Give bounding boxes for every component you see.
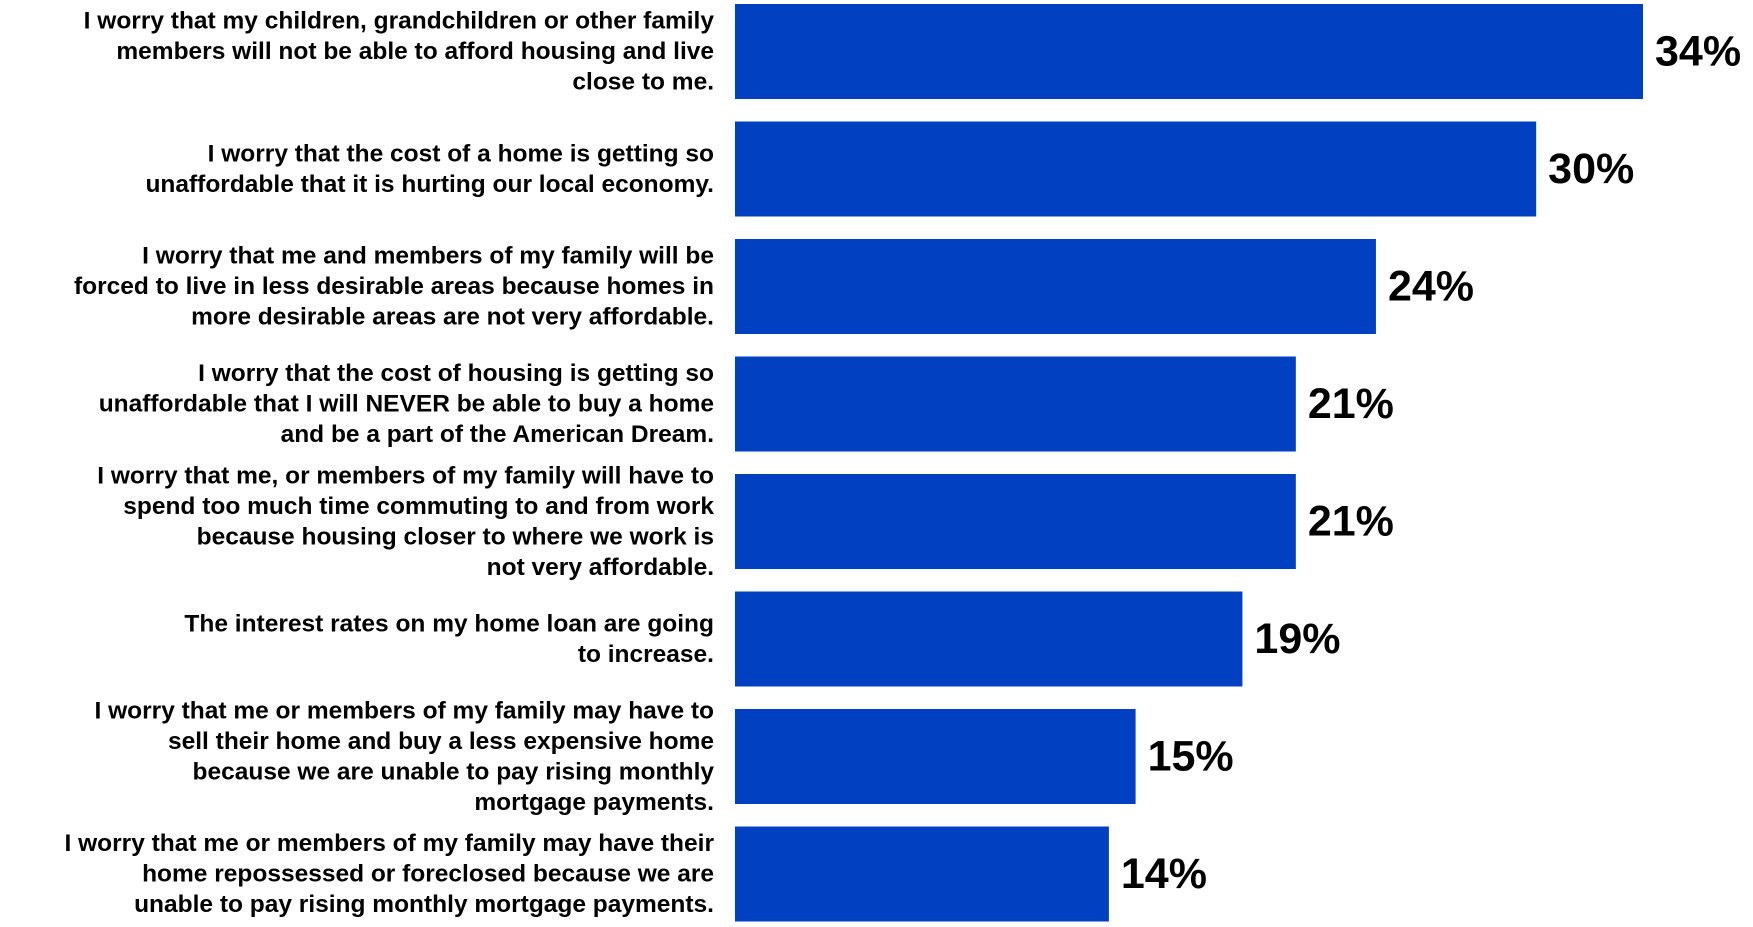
category-label-line: home repossessed or foreclosed because w… xyxy=(142,861,714,888)
bar xyxy=(735,4,1643,99)
category-labels: I worry that my children, grandchildren … xyxy=(65,8,715,919)
category-label-line: and be a part of the American Dream. xyxy=(281,421,714,448)
category-label-line: The interest rates on my home loan are g… xyxy=(184,610,714,637)
bar-value-label: 19% xyxy=(1254,615,1340,663)
category-label-line: because housing closer to where we work … xyxy=(197,523,714,550)
bars xyxy=(735,4,1643,922)
bar-value-label: 30% xyxy=(1548,145,1634,193)
bar-value-label: 21% xyxy=(1308,380,1394,428)
bar-value-label: 34% xyxy=(1655,28,1741,76)
bar xyxy=(735,474,1296,569)
category-label-line: I worry that me or members of my family … xyxy=(65,830,715,857)
category-label-line: to increase. xyxy=(578,641,714,668)
bar xyxy=(735,121,1537,217)
category-label-line: spend too much time commuting to and fro… xyxy=(123,493,714,520)
bar xyxy=(735,826,1109,922)
category-label-line: I worry that the cost of housing is gett… xyxy=(198,360,714,387)
category-label: I worry that the cost of a home is getti… xyxy=(145,140,714,198)
category-label: I worry that me or members of my family … xyxy=(65,830,715,918)
category-label-line: I worry that me, or members of my family… xyxy=(97,462,714,489)
category-label-line: I worry that me or members of my family … xyxy=(94,697,714,724)
category-label-line: mortgage payments. xyxy=(474,789,714,816)
category-label-line: unaffordable that I will NEVER be able t… xyxy=(99,391,714,418)
category-label: The interest rates on my home loan are g… xyxy=(184,610,714,668)
bar-value-label: 24% xyxy=(1388,263,1474,311)
bar xyxy=(735,239,1376,334)
category-label: I worry that me, or members of my family… xyxy=(97,462,714,581)
category-label-line: because we are unable to pay rising mont… xyxy=(193,758,715,785)
category-label-line: I worry that my children, grandchildren … xyxy=(84,8,715,35)
bar xyxy=(735,709,1136,804)
category-label-line: unable to pay rising monthly mortgage pa… xyxy=(134,891,714,918)
category-label-line: I worry that me and members of my family… xyxy=(142,243,714,270)
category-label-line: not very affordable. xyxy=(487,554,714,581)
category-label: I worry that the cost of housing is gett… xyxy=(99,360,714,448)
bar-value-label: 21% xyxy=(1308,498,1394,546)
category-label-line: more desirable areas are not very afford… xyxy=(191,304,714,331)
bar-value-label: 14% xyxy=(1121,850,1207,898)
bar-value-label: 15% xyxy=(1148,733,1234,781)
category-label: I worry that me and members of my family… xyxy=(74,243,714,331)
category-label-line: sell their home and buy a less expensive… xyxy=(168,728,714,755)
bar xyxy=(735,591,1243,687)
category-label-line: close to me. xyxy=(572,69,714,96)
category-label-line: forced to live in less desirable areas b… xyxy=(74,273,714,300)
category-label: I worry that my children, grandchildren … xyxy=(84,8,715,96)
category-label-line: I worry that the cost of a home is getti… xyxy=(208,140,714,167)
category-label-line: unaffordable that it is hurting our loca… xyxy=(145,171,714,198)
value-labels: 34% 30% 24% 21% 21% 19% 15% 14% xyxy=(1121,28,1741,899)
category-label: I worry that me or members of my family … xyxy=(94,697,714,816)
bar xyxy=(735,356,1296,452)
category-label-line: members will not be able to afford housi… xyxy=(116,38,714,65)
